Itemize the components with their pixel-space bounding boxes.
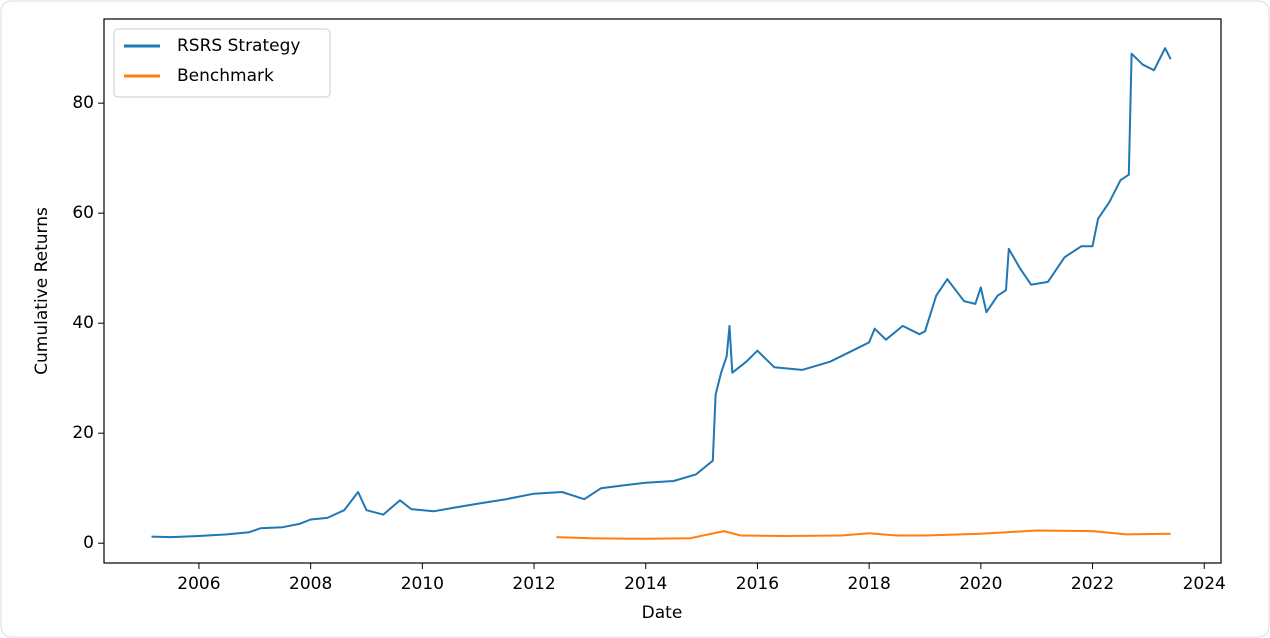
- legend-box: [113, 28, 331, 98]
- x-tick-label: 2016: [736, 574, 779, 594]
- x-tick-label: 2012: [512, 574, 555, 594]
- y-tick-label: 40: [72, 313, 94, 333]
- x-tick-label: 2020: [959, 574, 1002, 594]
- legend-label: RSRS Strategy: [177, 36, 300, 56]
- x-tick-label: 2006: [177, 574, 220, 594]
- y-tick-label: 80: [72, 93, 94, 113]
- x-axis-label: Date: [642, 603, 683, 623]
- x-tick-label: 2008: [289, 574, 332, 594]
- y-tick-label: 0: [83, 533, 94, 553]
- plot-area: [103, 18, 1222, 564]
- y-tick-label: 20: [72, 423, 94, 443]
- x-tick-label: 2010: [401, 574, 444, 594]
- x-tick-label: 2022: [1071, 574, 1114, 594]
- x-tick-label: 2014: [624, 574, 667, 594]
- y-axis-label: Cumulative Returns: [32, 207, 52, 375]
- line-series: [556, 529, 1171, 540]
- line-series: [151, 47, 1172, 539]
- x-tick-label: 2018: [848, 574, 891, 594]
- legend-label: Benchmark: [177, 66, 274, 86]
- y-tick-label: 60: [72, 203, 94, 223]
- x-tick-label: 2024: [1183, 574, 1226, 594]
